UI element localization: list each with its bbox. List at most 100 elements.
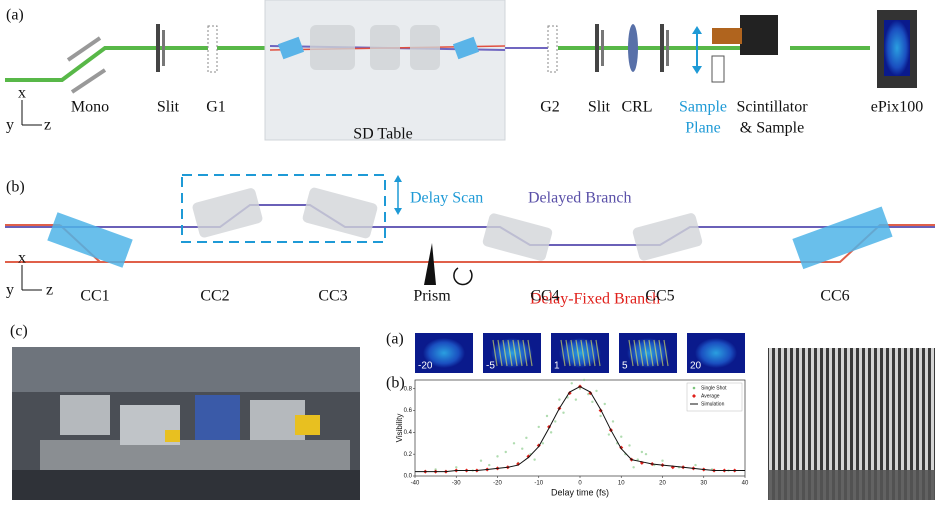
axis-y: y: [6, 282, 14, 299]
single-shot-point: [455, 466, 457, 468]
beam: [5, 48, 270, 80]
label: G2: [540, 99, 560, 116]
camera: [740, 15, 778, 55]
slit: [666, 30, 669, 66]
single-shot-point: [571, 382, 573, 384]
single-shot-point: [612, 420, 614, 422]
crystal-label: CC6: [820, 288, 849, 305]
crystal-labels: CC1 CC2 CC3 CC4 CC5 CC6: [80, 288, 849, 305]
label: G1: [206, 99, 226, 116]
rotation-arrow: [454, 268, 472, 285]
single-shot-point: [513, 442, 515, 444]
stage: [310, 25, 355, 70]
single-shot-point: [554, 420, 556, 422]
x-tick-label: -40: [411, 481, 420, 487]
sem-base: [768, 470, 935, 500]
x-tick-label: 40: [742, 481, 749, 487]
frame-label: 20: [690, 361, 702, 372]
single-shot-point: [505, 451, 507, 453]
objective: [712, 28, 742, 44]
single-shot-point: [628, 444, 630, 446]
frame-spot: [695, 338, 737, 368]
grating: [548, 26, 557, 72]
label: Delay Scan: [410, 190, 483, 207]
crystal-label: CC5: [645, 288, 674, 305]
y-axis-label: Visibility: [395, 414, 404, 443]
single-shot-point: [608, 433, 610, 435]
axis-y: y: [6, 117, 14, 134]
single-shot-point: [538, 426, 540, 428]
single-shot-point: [525, 437, 527, 439]
single-shot-point: [694, 464, 696, 466]
slit: [660, 24, 664, 72]
single-shot-point: [546, 415, 548, 417]
legend-label: Single Shot: [701, 385, 727, 391]
motor: [295, 415, 320, 435]
crystal-label: CC2: [200, 288, 229, 305]
slit: [156, 24, 160, 72]
legend-swatch: [693, 387, 696, 390]
detector-screen: [884, 20, 910, 76]
x-axis-label: Delay time (fs): [551, 487, 609, 497]
single-shot-point: [641, 451, 643, 453]
x-tick-label: 10: [618, 481, 625, 487]
axes-a: [22, 100, 42, 125]
single-shot-point: [575, 398, 577, 400]
panel-label: (a): [386, 331, 404, 348]
slit: [595, 24, 599, 72]
single-shot-point: [533, 458, 535, 460]
frame-label: -5: [486, 361, 495, 372]
x-tick-label: 20: [659, 481, 666, 487]
x-tick-label: 30: [700, 481, 707, 487]
y-tick-label: 0.4: [404, 430, 413, 436]
crystal-label: CC3: [318, 288, 347, 305]
legend-label: Simulation: [701, 401, 725, 407]
single-shot-point: [558, 398, 560, 400]
prism: [424, 243, 436, 285]
label: Mono: [71, 99, 109, 116]
label: ePix100: [871, 99, 923, 116]
single-shot-point: [562, 412, 564, 414]
wall: [12, 347, 360, 392]
photo: [12, 347, 360, 500]
mono-crystal: [72, 70, 105, 92]
label: & Sample: [740, 120, 804, 137]
stage: [410, 25, 440, 70]
grating: [208, 26, 217, 72]
crystal: [632, 212, 704, 262]
label: Slit: [157, 99, 180, 116]
x-tick-label: 0: [578, 481, 582, 487]
label: Slit: [588, 99, 611, 116]
y-tick-label: 0.2: [404, 452, 413, 458]
single-shot-point: [496, 455, 498, 457]
axis-x: x: [18, 85, 26, 102]
single-shot-point: [488, 464, 490, 466]
x-tick-label: -20: [493, 481, 502, 487]
label: CRL: [621, 99, 652, 116]
floor: [12, 470, 360, 500]
single-shot-point: [604, 403, 606, 405]
axis-z: z: [44, 117, 51, 134]
plot: -40-30-20-100102030400.00.20.40.60.8Dela…: [395, 379, 749, 498]
label: SD Table: [353, 126, 412, 143]
crystal-label: CC4: [530, 288, 559, 305]
single-shot-point: [620, 436, 622, 438]
stage: [370, 25, 400, 70]
y-tick-label: 0.6: [404, 408, 413, 414]
crystal-label: CC1: [80, 288, 109, 305]
crystal: [47, 212, 132, 268]
label: Delayed Branch: [528, 190, 632, 207]
label: Sample: [679, 99, 727, 116]
motor: [165, 430, 180, 442]
single-shot-point: [595, 390, 597, 392]
label: Plane: [685, 120, 721, 137]
label: Prism: [413, 288, 451, 305]
axis-x: x: [18, 250, 26, 267]
slit: [601, 30, 604, 66]
frame-label: -20: [418, 361, 433, 372]
table: [40, 440, 350, 470]
y-tick-label: 0.0: [404, 474, 413, 480]
single-shot-point: [661, 460, 663, 462]
stage: [195, 395, 240, 440]
axis-z: z: [46, 282, 53, 299]
